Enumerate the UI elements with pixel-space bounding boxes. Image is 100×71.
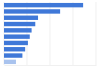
bar	[4, 28, 32, 32]
grid-line	[96, 2, 97, 65]
chart	[0, 0, 100, 71]
bars	[4, 3, 83, 64]
value-axis	[5, 65, 97, 67]
bar	[4, 47, 25, 51]
axis-line	[5, 65, 97, 66]
bar	[4, 22, 35, 26]
bar	[4, 3, 83, 7]
bar	[4, 60, 16, 64]
bar	[4, 9, 60, 13]
bar	[4, 41, 28, 45]
bar	[4, 16, 38, 20]
grid-line	[73, 2, 74, 65]
bar	[4, 53, 22, 57]
grid	[4, 2, 96, 65]
bar	[4, 34, 30, 38]
